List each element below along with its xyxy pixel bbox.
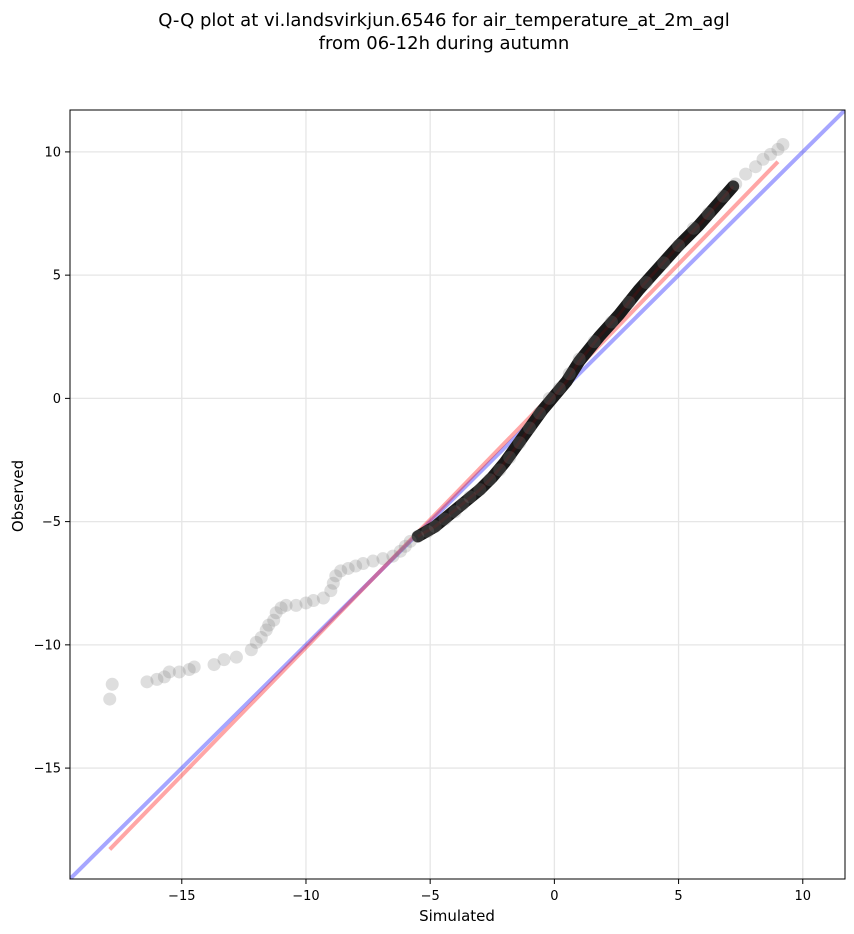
qq-point xyxy=(249,635,263,649)
qq-point xyxy=(605,315,619,329)
fit-line xyxy=(108,160,780,851)
qq-point xyxy=(329,569,343,583)
qq-point xyxy=(324,584,338,598)
identity-line xyxy=(70,110,845,879)
y-tick-label: 10 xyxy=(44,145,61,160)
qq-point xyxy=(572,352,586,366)
qq-point xyxy=(269,606,283,620)
qq-point xyxy=(428,520,442,534)
qq-point xyxy=(229,650,243,664)
y-tick-label: 5 xyxy=(53,269,61,284)
qq-point xyxy=(672,239,686,253)
qq-point xyxy=(716,189,730,203)
chart-title-line2: from 06-12h during autumn xyxy=(319,33,570,54)
qq-point xyxy=(771,142,785,156)
qq-point xyxy=(207,658,221,672)
qq-point xyxy=(306,593,320,607)
qq-point xyxy=(542,391,556,405)
qq-point xyxy=(376,552,390,566)
x-axis-label: Simulated xyxy=(419,907,495,925)
qq-point xyxy=(739,167,753,181)
qq-point xyxy=(639,276,653,290)
qq-point xyxy=(326,576,340,590)
qq-point xyxy=(776,138,790,152)
qq-point xyxy=(463,490,477,504)
axes-frame xyxy=(69,109,846,880)
qq-point xyxy=(334,564,348,578)
qq-point xyxy=(729,177,743,191)
qq-point xyxy=(552,382,566,396)
qq-point xyxy=(262,618,276,632)
y-axis-label: Observed xyxy=(9,460,27,532)
qq-point xyxy=(532,406,546,420)
qq-point xyxy=(217,653,231,667)
qq-point xyxy=(622,295,636,309)
qq-point xyxy=(254,630,268,644)
qq-point xyxy=(279,598,293,612)
qq-point xyxy=(182,662,196,676)
x-tick-label: −5 xyxy=(421,889,440,904)
qq-point xyxy=(316,591,330,605)
qq-point xyxy=(523,421,537,435)
qq-point xyxy=(686,221,700,235)
qq-point xyxy=(411,529,425,543)
qq-point xyxy=(157,670,171,684)
qq-point xyxy=(756,152,770,166)
chart-title-line1: Q-Q plot at vi.landsvirkjun.6546 for air… xyxy=(158,10,729,31)
qq-core-fit-overlay xyxy=(417,185,735,538)
qq-point xyxy=(763,147,777,161)
y-tick-label: 0 xyxy=(53,392,61,407)
qq-point xyxy=(103,692,117,706)
y-tick-label: −5 xyxy=(42,515,61,530)
qq-point xyxy=(657,256,671,270)
qq-point xyxy=(162,665,176,679)
qq-point xyxy=(398,539,412,553)
qq-point xyxy=(448,505,462,519)
qq-point xyxy=(493,463,507,477)
qq-point xyxy=(421,524,435,538)
x-tick-label: 10 xyxy=(794,889,811,904)
qq-point xyxy=(483,473,497,487)
x-tick-label: 0 xyxy=(550,889,558,904)
qq-point xyxy=(267,613,281,627)
qq-point xyxy=(438,512,452,526)
qq-point xyxy=(187,660,201,674)
qq-point xyxy=(562,367,576,381)
qq-point xyxy=(587,335,601,349)
qq-point xyxy=(105,677,119,691)
qq-point xyxy=(259,623,273,637)
x-tick-label: −15 xyxy=(168,889,195,904)
qq-point xyxy=(274,601,288,615)
qq-point xyxy=(140,675,154,689)
qq-point xyxy=(749,160,763,174)
qq-point xyxy=(349,559,363,573)
x-tick-label: 5 xyxy=(674,889,682,904)
qq-point xyxy=(150,672,164,686)
x-tick-label: −10 xyxy=(292,889,319,904)
qq-point xyxy=(172,665,186,679)
qq-point xyxy=(289,598,303,612)
y-tick-label: −15 xyxy=(34,762,61,777)
qq-point xyxy=(356,557,370,571)
qq-point xyxy=(299,596,313,610)
y-tick-label: −10 xyxy=(34,638,61,653)
qq-point xyxy=(341,561,355,575)
qq-point xyxy=(403,534,417,548)
qq-point xyxy=(455,497,469,511)
qq-point xyxy=(244,643,258,657)
plot-area: −15 −10 −5 0 5 10 −15 −10 −5 0 5 10 xyxy=(34,109,846,904)
qq-point xyxy=(513,436,527,450)
qq-point xyxy=(473,483,487,497)
qq-point xyxy=(701,207,715,221)
qq-point xyxy=(366,554,380,568)
qq-point xyxy=(393,544,407,558)
qq-point xyxy=(503,451,517,465)
qq-point xyxy=(386,549,400,563)
